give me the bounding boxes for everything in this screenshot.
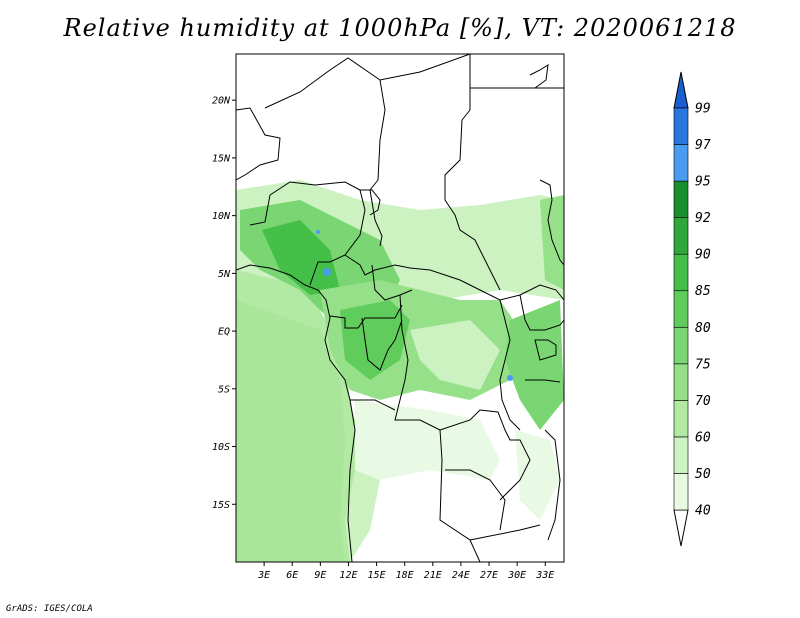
humidity-region-south (355, 400, 500, 480)
humidity-patch-high (507, 375, 513, 381)
humidity-patch-high (316, 230, 320, 234)
humidity-field (236, 180, 564, 562)
colorbar-segment (673, 290, 689, 328)
lon-tick-label: 33E (535, 570, 554, 581)
colorbar-high-triangle (673, 71, 689, 109)
lon-tick-label: 30E (507, 570, 526, 581)
colorbar-label: 90 (695, 248, 711, 263)
map-frame (235, 53, 565, 563)
colorbar-segment (673, 363, 689, 401)
colorbar-segment (673, 436, 689, 474)
lat-tick-label: 10N (212, 211, 231, 222)
colorbar-segment (673, 217, 689, 255)
lon-tick-label: 12E (339, 570, 357, 581)
lat-tick-label: 10S (212, 442, 230, 453)
lon-tick-label: 18E (396, 570, 414, 581)
humidity-region-gabon (340, 300, 410, 380)
colorbar-segment (673, 107, 689, 145)
colorbar: 40 50 60 70 75 80 85 90 92 95 97 99 (673, 71, 711, 547)
lon-tick-label: 24E (452, 570, 470, 581)
colorbar-label: 92 (695, 211, 711, 226)
lat-tick-label: 5S (218, 384, 230, 395)
lat-tick-label: 5N (218, 269, 231, 280)
lat-tick-label: 20N (212, 96, 231, 107)
lat-tick-label: 15S (212, 500, 230, 511)
humidity-patch-high (323, 268, 331, 276)
colorbar-label: 85 (695, 284, 711, 299)
colorbar-label: 95 (695, 175, 711, 190)
colorbar-segment (673, 473, 689, 511)
lon-tick-label: 15E (368, 570, 386, 581)
lat-tick-label: 15N (212, 153, 231, 164)
colorbar-label: 97 (695, 138, 711, 153)
colorbar-label: 50 (695, 467, 711, 482)
lon-tick-label: 6E (286, 570, 298, 581)
longitude-axis: 3E 6E 9E 12E 15E 18E 21E 24E 27E 30E 33E (257, 562, 554, 581)
humidity-region-east (505, 300, 564, 430)
colorbar-label: 60 (695, 430, 711, 445)
colorbar-label: 80 (695, 321, 711, 336)
credit-label: GrADS: IGES/COLA (6, 604, 93, 614)
humidity-region-central (410, 320, 500, 390)
colorbar-segment (673, 253, 689, 292)
lon-tick-label: 9E (314, 570, 326, 581)
colorbar-segment (673, 326, 689, 365)
humidity-region-angola-coast (345, 470, 380, 562)
colorbar-segment (673, 180, 689, 218)
country-borders (236, 54, 564, 562)
humidity-region-nigeria-core (262, 220, 340, 295)
colorbar-segment (673, 400, 689, 438)
colorbar-label: 40 (695, 504, 711, 519)
latitude-axis: 20N 15N 10N 5N EQ 5S 10S 15S (212, 96, 236, 511)
colorbar-label: 70 (695, 394, 711, 409)
colorbar-low-triangle (673, 509, 689, 547)
lat-tick-label: EQ (218, 327, 230, 338)
lon-tick-label: 27E (480, 570, 498, 581)
map-title: Relative humidity at 1000hPa [%], VT: 20… (63, 14, 737, 42)
lon-tick-label: 3E (257, 570, 270, 581)
colorbar-label: 99 (695, 102, 711, 117)
colorbar-label: 75 (695, 357, 711, 372)
lon-tick-label: 21E (424, 570, 442, 581)
humidity-region-ocean-inner (236, 300, 345, 562)
colorbar-segment (673, 144, 689, 182)
humidity-region-ethiopia (540, 195, 564, 290)
